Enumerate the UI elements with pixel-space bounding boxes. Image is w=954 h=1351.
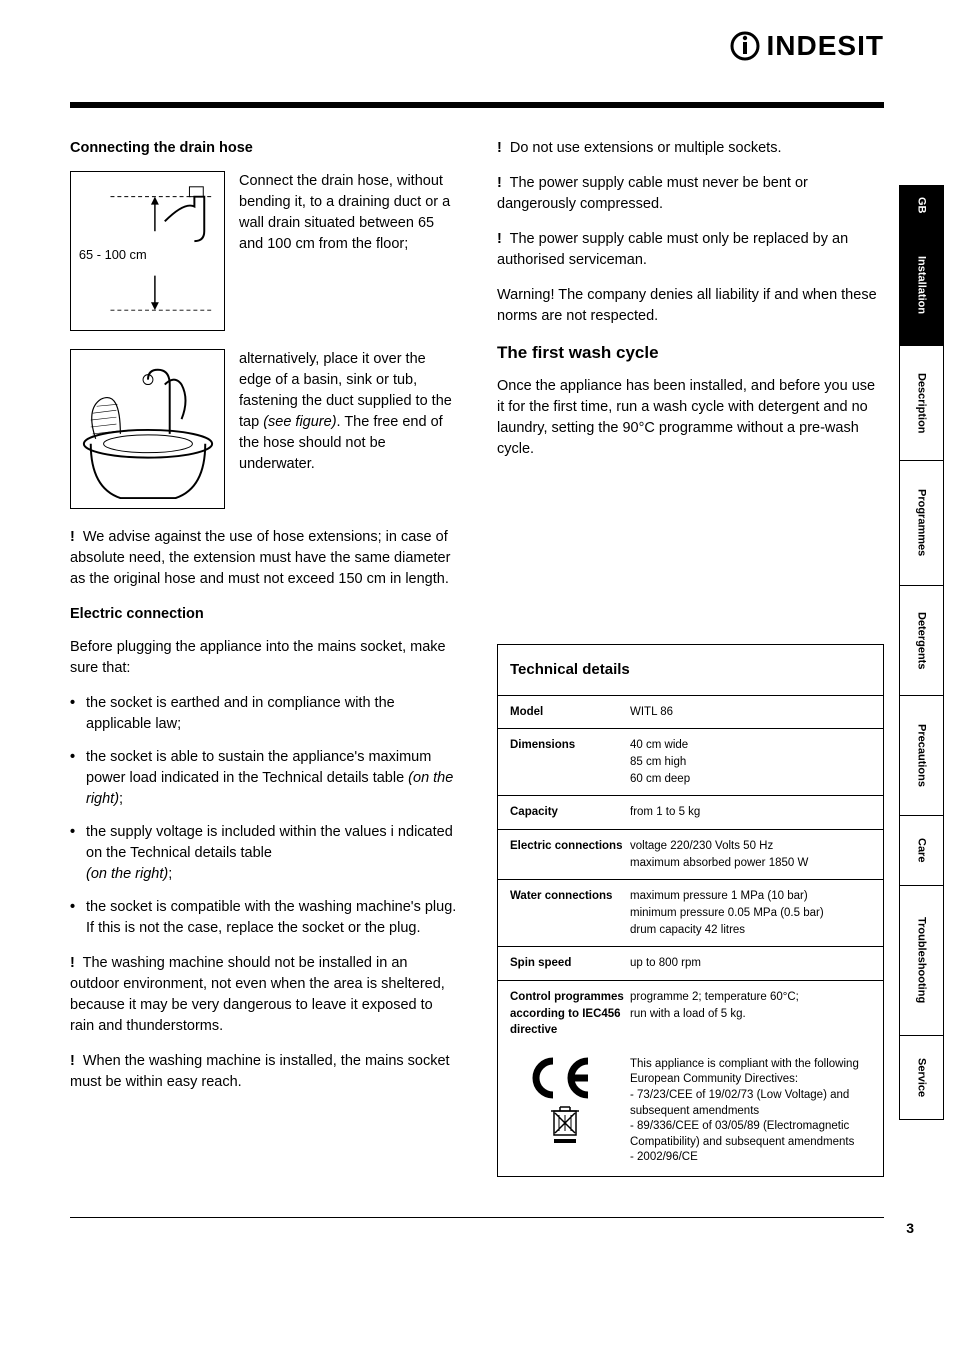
basin-diagram xyxy=(70,349,225,509)
warning-cable-replace: ! The power supply cable must only be re… xyxy=(497,229,884,271)
electric-intro: Before plugging the appliance into the m… xyxy=(70,637,457,679)
right-column: ! Do not use extensions or multiple sock… xyxy=(497,138,884,1177)
ce-compliance-row: This appliance is compliant with the fol… xyxy=(498,1047,883,1176)
heading-drain-hose: Connecting the drain hose xyxy=(70,138,457,159)
warning-outdoor: ! The washing machine should not be inst… xyxy=(70,953,457,1037)
brand-name: INDESIT xyxy=(767,30,884,62)
tech-label: Dimensions xyxy=(510,737,630,787)
warning-extensions: ! Do not use extensions or multiple sock… xyxy=(497,138,884,159)
tech-value: up to 800 rpm xyxy=(630,955,871,972)
tech-value: from 1 to 5 kg xyxy=(630,804,871,821)
brand-logo: INDESIT xyxy=(70,30,884,62)
table-row: ModelWITL 86 xyxy=(498,696,883,730)
tab-troubleshooting[interactable]: Troubleshooting xyxy=(899,885,944,1035)
drain-hose-diagram: 65 - 100 cm xyxy=(70,171,225,331)
tab-precautions[interactable]: Precautions xyxy=(899,695,944,815)
page-number: 3 xyxy=(906,1220,914,1236)
table-row: Dimensions40 cm wide85 cm high60 cm deep xyxy=(498,729,883,796)
tech-value: WITL 86 xyxy=(630,704,871,721)
list-item: the socket is compatible with the washin… xyxy=(70,897,457,939)
tech-label: Control programmes according to IEC456 d… xyxy=(510,989,630,1039)
bottom-rule xyxy=(70,1217,884,1218)
tech-value: 40 cm wide85 cm high60 cm deep xyxy=(630,737,871,787)
heading-electric: Electric connection xyxy=(70,604,457,625)
warning-liability: Warning! The company denies all liabilit… xyxy=(497,285,884,327)
weee-bin-icon xyxy=(548,1105,582,1145)
tab-care[interactable]: Care xyxy=(899,815,944,885)
bang-icon: ! xyxy=(70,955,75,971)
basin-text: alternatively, place it over the edge of… xyxy=(239,349,457,475)
warning-cable-bend: ! The power supply cable must never be b… xyxy=(497,173,884,215)
table-row: Electric connectionsvoltage 220/230 Volt… xyxy=(498,830,883,880)
tech-title: Technical details xyxy=(498,645,883,696)
first-wash-text: Once the appliance has been installed, a… xyxy=(497,376,884,460)
table-row: Water connectionsmaximum pressure 1 MPa … xyxy=(498,880,883,947)
side-tabs: GB InstallationDescriptionProgrammesDete… xyxy=(899,185,944,1120)
tech-label: Spin speed xyxy=(510,955,630,972)
tech-label: Capacity xyxy=(510,804,630,821)
tab-gb[interactable]: GB xyxy=(899,185,944,225)
tab-programmes[interactable]: Programmes xyxy=(899,460,944,585)
drain-hose-text: Connect the drain hose, without bending … xyxy=(239,171,457,255)
tech-label: Electric connections xyxy=(510,838,630,871)
list-item: the socket is earthed and in compliance … xyxy=(70,693,457,735)
drain-range-label: 65 - 100 cm xyxy=(79,247,147,262)
ce-mark-icon xyxy=(525,1057,605,1099)
list-item: the supply voltage is included within th… xyxy=(70,822,457,885)
electric-bullet-list: the socket is earthed and in compliance … xyxy=(70,693,457,939)
warning-hose-extension: ! We advise against the use of hose exte… xyxy=(70,527,457,590)
table-row: Spin speedup to 800 rpm xyxy=(498,947,883,981)
bang-icon: ! xyxy=(497,140,502,156)
technical-details-table: Technical details ModelWITL 86Dimensions… xyxy=(497,644,884,1177)
tab-installation[interactable]: Installation xyxy=(899,225,944,345)
tab-description[interactable]: Description xyxy=(899,345,944,460)
top-rule xyxy=(70,102,884,108)
tech-value: voltage 220/230 Volts 50 Hzmaximum absor… xyxy=(630,838,871,871)
tech-value: maximum pressure 1 MPa (10 bar)minimum p… xyxy=(630,888,871,938)
bang-icon: ! xyxy=(497,175,502,191)
warning-reach: ! When the washing machine is installed,… xyxy=(70,1051,457,1093)
bang-icon: ! xyxy=(497,231,502,247)
tech-label: Water connections xyxy=(510,888,630,938)
table-row: Control programmes according to IEC456 d… xyxy=(498,981,883,1047)
bang-icon: ! xyxy=(70,529,75,545)
tab-detergents[interactable]: Detergents xyxy=(899,585,944,695)
bang-icon: ! xyxy=(70,1053,75,1069)
heading-first-wash: The first wash cycle xyxy=(497,341,884,366)
left-column: Connecting the drain hose 65 - 100 cm xyxy=(70,138,457,1177)
tab-service[interactable]: Service xyxy=(899,1035,944,1120)
tech-value: programme 2; temperature 60°C;run with a… xyxy=(630,989,871,1039)
ce-compliance-text: This appliance is compliant with the fol… xyxy=(630,1057,871,1166)
tech-label: Model xyxy=(510,704,630,721)
list-item: the socket is able to sustain the applia… xyxy=(70,747,457,810)
logo-icon xyxy=(729,30,761,62)
table-row: Capacityfrom 1 to 5 kg xyxy=(498,796,883,830)
